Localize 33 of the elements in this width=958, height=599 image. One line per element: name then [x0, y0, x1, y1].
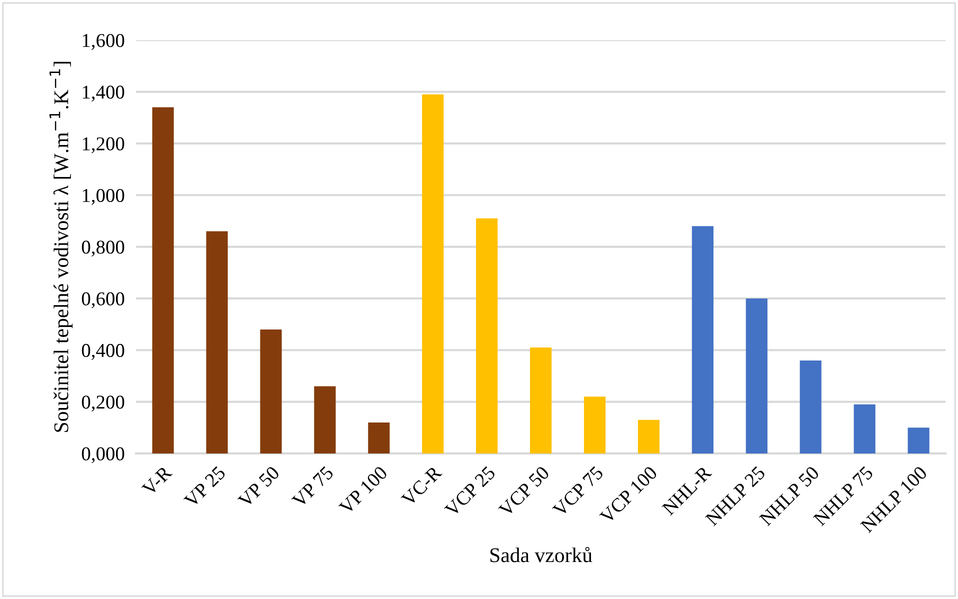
x-tick-label: VP 50	[237, 465, 280, 508]
bar	[206, 231, 228, 454]
bar	[692, 226, 714, 454]
bar	[530, 348, 552, 454]
bar	[638, 420, 660, 454]
bar	[584, 396, 606, 454]
bar	[368, 422, 390, 454]
y-tick-label: 0,200	[82, 396, 124, 412]
y-tick-label: 1,000	[82, 188, 124, 205]
bar	[260, 329, 282, 454]
bar	[152, 107, 174, 454]
x-tick-label: VCP 25	[444, 466, 496, 518]
y-tick-label: 0,600	[82, 292, 124, 308]
y-tick-label: 0,400	[82, 344, 124, 360]
bar	[908, 428, 930, 454]
x-tick-label: VP 75	[291, 466, 334, 508]
y-tick-label: 1,600	[82, 34, 124, 50]
bar	[314, 386, 336, 454]
bar	[800, 360, 822, 454]
bar	[746, 298, 768, 454]
x-axis-title: Sada vzorků	[490, 546, 592, 562]
y-axis-title: Součinitel tepelné vodivosti λ [W.m$^{−1}$.K$^{−1}$]	[50, 62, 73, 432]
x-tick-label: VCP 50	[498, 465, 550, 518]
bar	[476, 218, 498, 454]
y-tick-label: 0,000	[82, 447, 124, 464]
y-tick-label: 1,200	[82, 137, 124, 154]
x-tick-label: VP 100	[338, 465, 388, 516]
bar	[854, 404, 876, 454]
x-tick-label: VP 25	[183, 466, 226, 508]
x-tick-label: V-R	[141, 465, 173, 497]
y-tick-label: 1,400	[82, 86, 124, 102]
y-tick-label: 0,800	[82, 240, 124, 257]
bar	[422, 94, 444, 454]
